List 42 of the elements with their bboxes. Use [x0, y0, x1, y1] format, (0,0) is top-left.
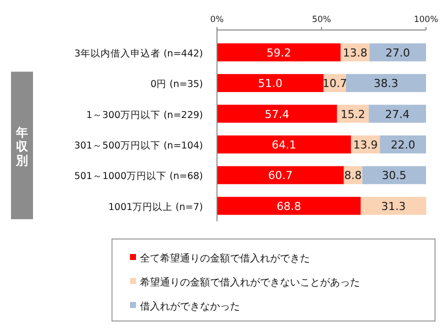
bar [362, 166, 426, 184]
y-tick-label: 3年以内借入申込者 (n=442) [74, 47, 203, 60]
data-label: 31.3 [381, 200, 406, 213]
bar [368, 104, 426, 123]
data-label: 60.7 [268, 169, 293, 182]
bar [346, 74, 426, 92]
bar [360, 196, 426, 215]
y-tick-label: 301～500万円以下 (n=104) [74, 139, 203, 152]
data-label: 59.2 [266, 46, 292, 60]
x-tick-label: 0% [210, 15, 224, 25]
bar [217, 135, 351, 154]
legend-label: 全て希望通りの金額で借入れができた [140, 252, 310, 264]
data-label: 30.5 [382, 169, 406, 182]
x-tick-label: 50% [312, 15, 331, 25]
data-label: 27.0 [386, 46, 410, 60]
data-label: 10.7 [322, 77, 348, 90]
bar [217, 166, 344, 184]
data-label: 57.4 [264, 108, 290, 121]
data-label: 27.4 [385, 108, 410, 121]
bar [217, 104, 337, 123]
legend-label: 借入れができなかった [140, 300, 240, 312]
data-label: 51.0 [258, 77, 283, 90]
bar [217, 196, 361, 215]
data-label: 8.8 [344, 169, 362, 182]
x-tick-label: 100% [414, 15, 438, 25]
y-tick-label: 501～1000万円以下 (n=68) [74, 170, 203, 182]
bar [217, 43, 341, 62]
data-label: 64.1 [272, 138, 296, 152]
data-label: 13.8 [342, 46, 368, 60]
y-tick-label: 1001万円以上 (n=7) [108, 200, 203, 213]
bar [370, 43, 426, 62]
data-label: 68.8 [276, 200, 302, 213]
data-label: 38.3 [374, 77, 398, 90]
data-label: 22.0 [390, 138, 416, 152]
bar [380, 135, 426, 154]
text: 年収別 [15, 125, 29, 168]
legend-label: 希望通りの金額で借入れができないことがあった [140, 276, 360, 288]
data-label: 15.2 [340, 108, 366, 121]
data-label: 13.9 [353, 138, 378, 152]
bar [217, 74, 324, 92]
y-tick-label: 1～300万円以下 (n=229) [86, 108, 203, 121]
y-tick-label: 0円 (n=35) [150, 79, 203, 90]
